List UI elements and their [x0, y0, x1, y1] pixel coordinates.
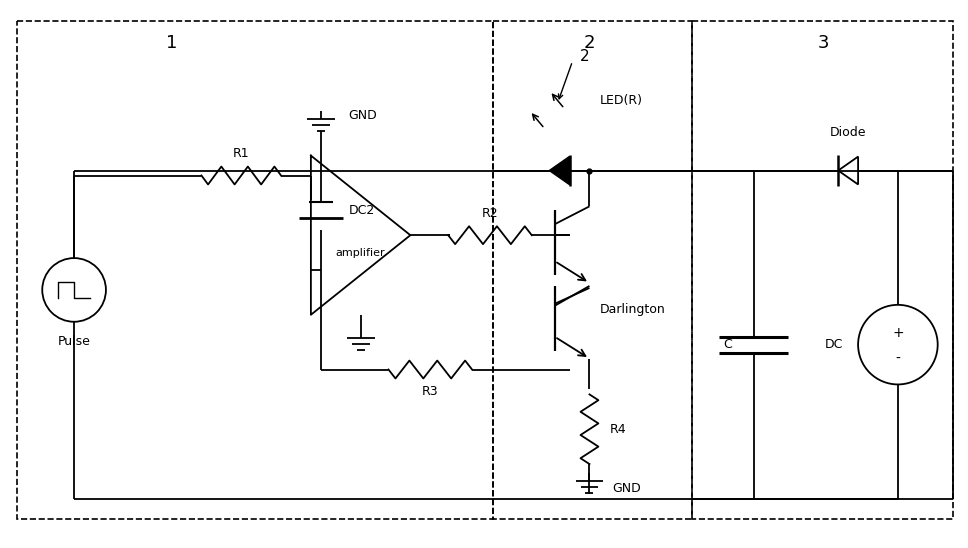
Text: +: + — [892, 326, 904, 340]
Text: GND: GND — [348, 109, 378, 122]
Bar — [17, 21, 493, 519]
Text: R2: R2 — [482, 207, 499, 220]
Text: 1: 1 — [166, 34, 177, 52]
Text: GND: GND — [613, 482, 641, 495]
Bar — [692, 21, 953, 519]
Text: Diode: Diode — [830, 126, 866, 139]
Text: DC2: DC2 — [348, 204, 375, 217]
Text: 3: 3 — [818, 34, 829, 52]
Text: DC: DC — [825, 338, 843, 351]
Bar — [493, 21, 692, 519]
Text: -: - — [895, 352, 900, 366]
Text: LED(R): LED(R) — [599, 94, 643, 107]
Text: 2: 2 — [584, 34, 595, 52]
Text: Pulse: Pulse — [58, 335, 91, 348]
Text: Darlington: Darlington — [599, 303, 665, 316]
Text: 2: 2 — [580, 49, 590, 64]
Text: R3: R3 — [422, 385, 439, 398]
Polygon shape — [550, 157, 569, 185]
Text: amplifier: amplifier — [336, 248, 385, 258]
Text: C: C — [723, 338, 732, 351]
Text: R4: R4 — [610, 423, 626, 436]
Text: R1: R1 — [233, 147, 250, 160]
